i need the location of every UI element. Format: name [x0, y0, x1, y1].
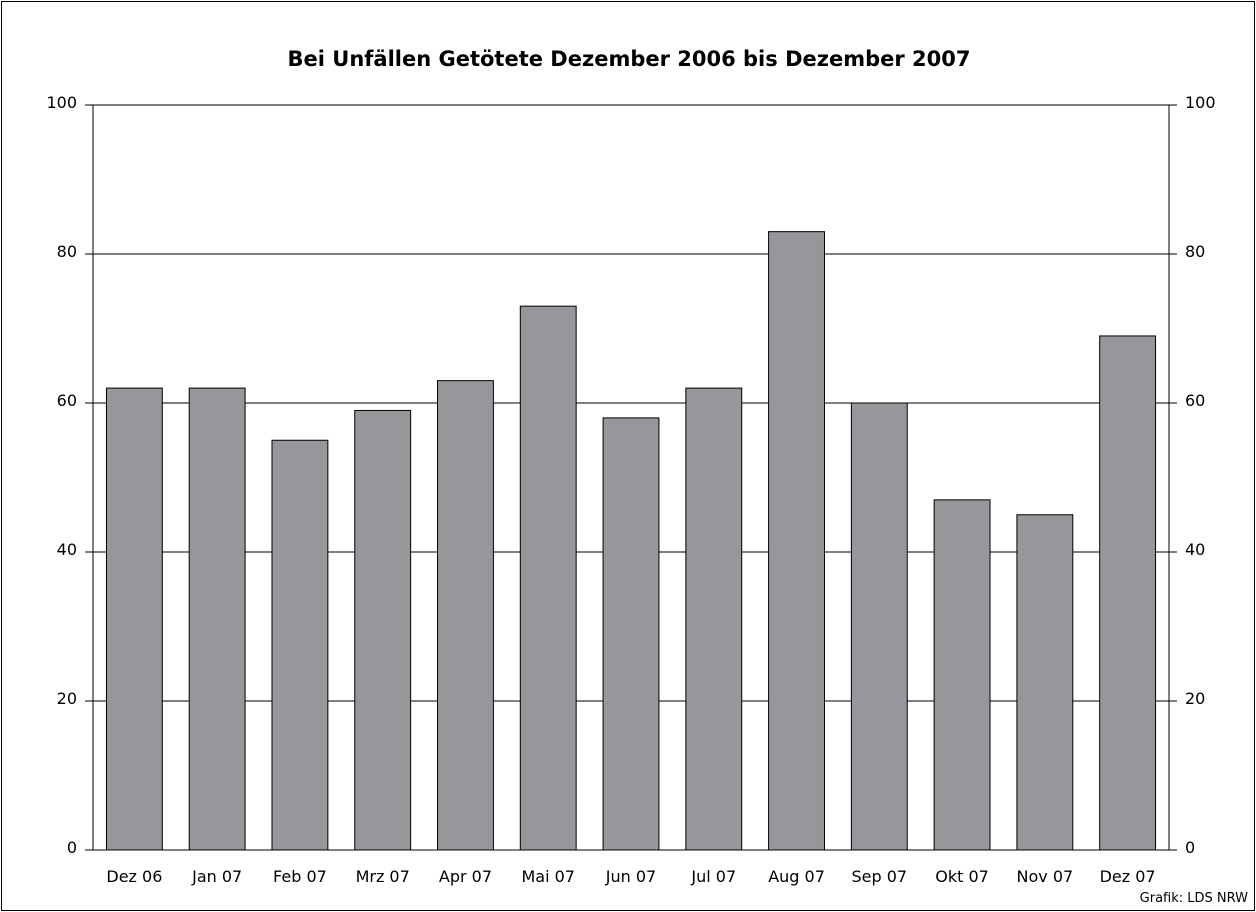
- bar: [437, 380, 494, 851]
- y-tick-label: 100: [46, 93, 77, 112]
- x-tick-label: Mai 07: [521, 867, 575, 886]
- x-tick-label: Nov 07: [1017, 867, 1074, 886]
- y-tick-label-right: 0: [1185, 838, 1195, 857]
- bar: [602, 417, 660, 851]
- bar: [850, 402, 908, 851]
- y-tick-label: 80: [57, 242, 77, 261]
- y-tick-label-right: 60: [1185, 391, 1205, 410]
- chart-title: Bei Unfällen Getötete Dezember 2006 bis …: [288, 47, 971, 71]
- y-tick-label: 60: [57, 391, 77, 410]
- x-tick-label: Jun 07: [605, 867, 656, 886]
- bar: [933, 499, 991, 851]
- y-tick-label-right: 100: [1185, 93, 1216, 112]
- bar: [685, 387, 743, 851]
- x-tick-label: Mrz 07: [356, 867, 410, 886]
- y-axis-left-labels: 0 20 40 60 80 100: [46, 93, 77, 857]
- y-tick-label: 40: [57, 540, 77, 559]
- x-tick-label: Dez 06: [106, 867, 162, 886]
- y-tick-label: 20: [57, 689, 77, 708]
- bar: [1099, 335, 1157, 851]
- bar: [188, 387, 246, 851]
- x-tick-label: Jul 07: [690, 867, 736, 886]
- y-axis-right-labels: 0 20 40 60 80 100: [1185, 93, 1216, 857]
- bar: [105, 387, 163, 851]
- x-tick-label: Jan 07: [191, 867, 242, 886]
- source-credit: Grafik: LDS NRW: [1140, 891, 1248, 906]
- gridlines: [85, 104, 1177, 702]
- bar: [519, 305, 577, 851]
- x-tick-label: Dez 07: [1100, 867, 1156, 886]
- bar: [354, 409, 412, 851]
- bar: [1016, 514, 1074, 851]
- x-axis-labels: Dez 06 Jan 07 Feb 07 Mrz 07 Apr 07 Mai 07 Jun …: [106, 867, 1155, 886]
- x-tick-label: Sep 07: [852, 867, 908, 886]
- x-tick-label: Apr 07: [439, 867, 492, 886]
- bar: [768, 231, 825, 851]
- y-tick-label-right: 80: [1185, 242, 1205, 261]
- axes: [85, 105, 1177, 851]
- y-tick-label: 0: [67, 838, 77, 857]
- y-tick-label-right: 20: [1185, 689, 1205, 708]
- x-tick-label: Okt 07: [935, 867, 989, 886]
- x-tick-label: Feb 07: [273, 867, 327, 886]
- bars: [105, 231, 1157, 851]
- y-tick-label-right: 40: [1185, 540, 1205, 559]
- bar: [271, 439, 329, 851]
- x-tick-label: Aug 07: [768, 867, 825, 886]
